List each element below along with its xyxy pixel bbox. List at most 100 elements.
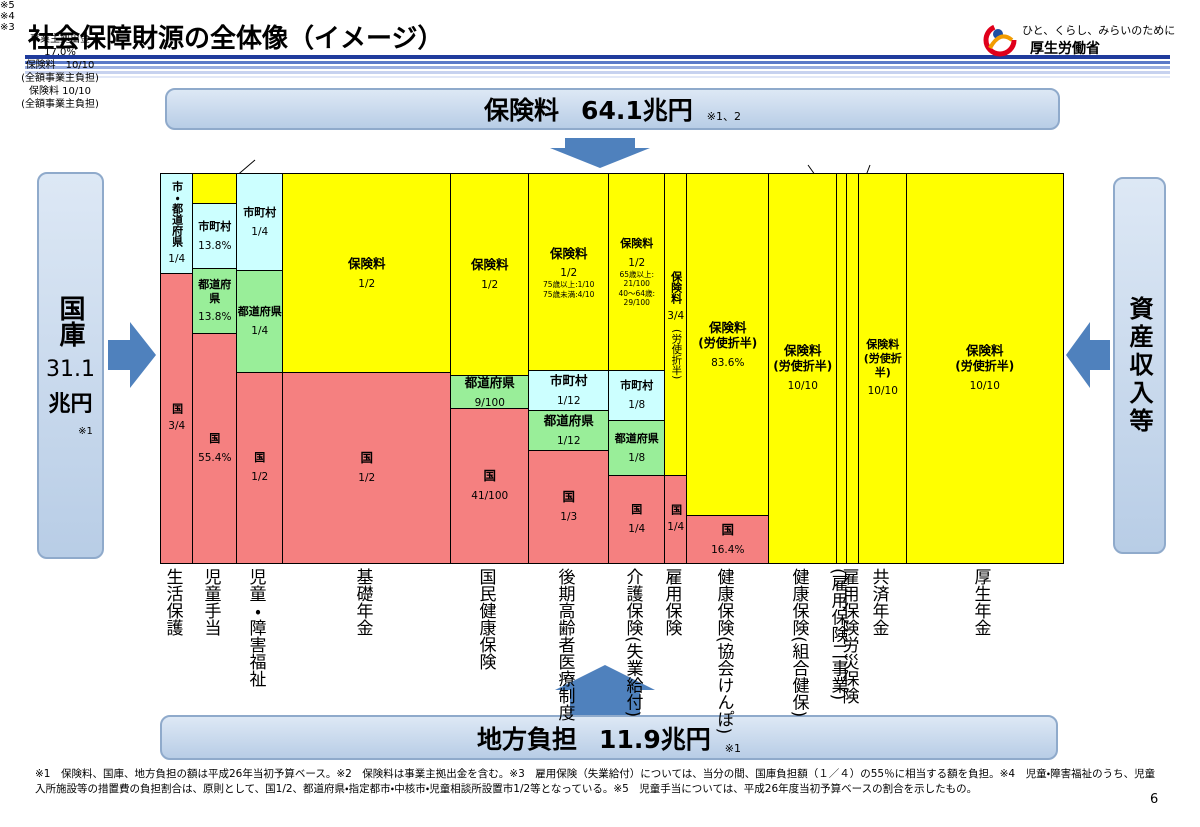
header-stripe	[25, 71, 1170, 74]
block-label: 1/2	[251, 471, 269, 484]
premium-amount: 64.1兆円	[581, 96, 693, 125]
callout-line-text: (全額事業主負担)	[21, 73, 99, 84]
funding-block: 保険料 1/2 75歳以上:1/10 75歳未満:4/10	[528, 173, 610, 372]
page-number: 6	[1150, 792, 1159, 807]
block-label: 都道府県	[237, 305, 282, 319]
block-label: 29/100	[623, 298, 650, 308]
program-name: 健康保険 (協会けんぽ)	[713, 568, 734, 735]
funding-block: 都道府県 9/100	[450, 375, 530, 410]
funding-block: 市町村 1/4	[236, 173, 284, 272]
program-name-line: 児童・	[245, 568, 266, 619]
block-label: 55.4%	[198, 451, 232, 464]
local-label: 地方負担	[477, 724, 578, 754]
program-name: 雇用保険 労災保険	[838, 568, 859, 704]
funding-block: 市・都道府県 1/4	[160, 173, 194, 275]
funding-block: 国 16.4%	[686, 515, 770, 564]
program-name-line: 基礎年金	[352, 568, 373, 636]
block-label: 21/100	[623, 279, 650, 289]
block-label: 国	[562, 489, 575, 505]
program-name: 健康保険 (組合健保)	[788, 568, 809, 718]
block-label: 13.8%	[198, 311, 232, 324]
program-name-line: 雇用保険	[661, 568, 682, 636]
program-name: 厚生年金	[970, 568, 991, 636]
block-label: 10/10	[969, 380, 1000, 392]
program-name-line: 健康保険	[788, 568, 809, 636]
funding-block: 市町村 13.8%	[192, 203, 238, 270]
callout-line-text: 17.0%	[44, 47, 76, 58]
local-amount: 11.9兆円	[599, 724, 711, 754]
program-name-line: (失業給付)	[622, 636, 643, 718]
header-stripe	[25, 66, 1170, 69]
program-note: ※5	[0, 0, 15, 11]
block-label: 75歳以上:1/10	[543, 280, 595, 290]
block-label: 保険料	[549, 245, 588, 261]
assets-label: 資産収入等	[1125, 295, 1153, 436]
block-label: 10/10	[867, 385, 898, 398]
program-name-line: 雇用保険	[838, 568, 859, 636]
program-name: 国民健康保険	[475, 568, 496, 670]
block-label: 1/2	[358, 472, 376, 484]
program-name-line: 障害福祉	[245, 619, 266, 687]
footnote: ※1 保険料、国庫、地方負担の額は平成26年当初予算ベース。※2 保険料は事業主…	[35, 768, 1156, 796]
funding-block	[192, 173, 238, 205]
header-stripe	[25, 61, 1170, 64]
funding-block: 国 55.4%	[192, 333, 238, 564]
tagline: ひと、くらし、みらいのために	[1022, 24, 1176, 37]
block-label: 国	[254, 451, 266, 465]
funding-block: 都道府県 1/12	[528, 410, 610, 452]
assets-banner: 資産収入等	[1113, 177, 1166, 554]
callout: 事業主拠出金 17.0%	[0, 33, 120, 59]
header-stripe	[25, 55, 1170, 59]
program-name-line: 医療制度	[554, 653, 575, 721]
arrow-left	[1066, 322, 1110, 388]
national-unit: 兆円	[48, 391, 93, 417]
block-label: 国	[631, 502, 643, 516]
block-label: 83.6%	[711, 356, 745, 369]
program-name-line: 介護保険	[622, 568, 643, 636]
funding-block: 保険料 3/4 (労使折半)	[664, 173, 688, 477]
block-label: 10/10	[787, 380, 818, 392]
block-label: 国	[360, 450, 373, 466]
local-note: ※1	[724, 742, 741, 755]
block-label: 国	[669, 504, 683, 516]
callout-line-text: 保険料 10/10	[25, 60, 95, 71]
national-banner: 国庫 31.1 兆円 ※1	[37, 172, 104, 559]
funding-block: 保険料 1/2	[450, 173, 530, 377]
block-label: 保険料	[965, 343, 1004, 359]
funding-block: 保険料(労使折半) 10/10	[906, 173, 1064, 564]
arrow-right	[108, 322, 156, 388]
funding-block: 保険料(労使折半) 10/10	[768, 173, 838, 564]
callout-line-text: 事業主拠出金	[30, 34, 90, 45]
ministry: 厚生労働省	[1030, 41, 1100, 57]
block-label: 13.8%	[198, 239, 232, 252]
national-amount: 31.1	[46, 356, 95, 382]
block-label: 3/4	[168, 420, 186, 433]
logo	[983, 23, 1017, 57]
block-label: 保険料	[708, 319, 747, 335]
funding-block: 市町村 1/12	[528, 370, 610, 412]
block-label: 市町村	[198, 219, 232, 233]
block-label: 市・都道府県	[170, 181, 184, 248]
program-name-line: 児童手当	[200, 568, 221, 636]
program-note: ※3	[0, 22, 15, 33]
block-label: 保険料	[347, 255, 386, 271]
funding-block: 市町村 1/8	[608, 370, 666, 422]
block-label: 1/3	[560, 511, 578, 523]
funding-block: 国 1/3	[528, 450, 610, 564]
funding-block: 保険料 1/2 65歳以上: 21/100 40～64歳: 29/100	[608, 173, 666, 372]
program-name: 生活保護	[162, 568, 183, 636]
arrow-up	[555, 665, 655, 715]
arrow-down	[550, 138, 650, 168]
program-name-line: (協会けんぽ)	[713, 636, 734, 735]
block-label: (労使折半)	[773, 359, 833, 373]
block-label: 都道府県	[464, 375, 515, 390]
block-label: 保険料	[620, 237, 654, 251]
block-label: 1/4	[251, 325, 269, 338]
callout-line-text: 保険料 10/10	[29, 86, 91, 97]
program-name-line: (組合健保)	[788, 636, 809, 718]
funding-block: 都道府県 1/8	[608, 420, 666, 477]
program-name-line: (雇用保険二事業)	[827, 568, 848, 701]
program-name: 介護保険 (失業給付)	[622, 568, 643, 718]
block-label: 保険料	[470, 257, 509, 273]
block-label: (労使折半)	[955, 359, 1015, 373]
